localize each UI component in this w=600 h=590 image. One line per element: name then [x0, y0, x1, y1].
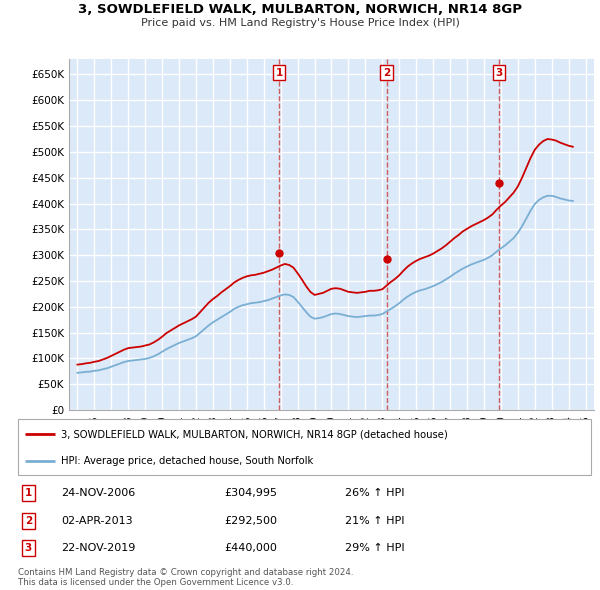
- Text: HPI: Average price, detached house, South Norfolk: HPI: Average price, detached house, Sout…: [61, 456, 313, 466]
- Text: 3: 3: [496, 68, 503, 78]
- Text: 1: 1: [25, 489, 32, 499]
- Text: 3, SOWDLEFIELD WALK, MULBARTON, NORWICH, NR14 8GP (detached house): 3, SOWDLEFIELD WALK, MULBARTON, NORWICH,…: [61, 429, 448, 439]
- Text: £292,500: £292,500: [224, 516, 277, 526]
- Text: 22-NOV-2019: 22-NOV-2019: [61, 543, 136, 553]
- Text: 02-APR-2013: 02-APR-2013: [61, 516, 133, 526]
- Text: £304,995: £304,995: [224, 489, 277, 499]
- Text: 1: 1: [275, 68, 283, 78]
- Text: 21% ↑ HPI: 21% ↑ HPI: [344, 516, 404, 526]
- Text: 29% ↑ HPI: 29% ↑ HPI: [344, 543, 404, 553]
- Text: 24-NOV-2006: 24-NOV-2006: [61, 489, 135, 499]
- Text: 3: 3: [25, 543, 32, 553]
- Text: £440,000: £440,000: [224, 543, 277, 553]
- Text: 26% ↑ HPI: 26% ↑ HPI: [344, 489, 404, 499]
- Text: 2: 2: [25, 516, 32, 526]
- Text: 2: 2: [383, 68, 390, 78]
- Text: Price paid vs. HM Land Registry's House Price Index (HPI): Price paid vs. HM Land Registry's House …: [140, 18, 460, 28]
- Text: Contains HM Land Registry data © Crown copyright and database right 2024.
This d: Contains HM Land Registry data © Crown c…: [18, 568, 353, 587]
- Text: 3, SOWDLEFIELD WALK, MULBARTON, NORWICH, NR14 8GP: 3, SOWDLEFIELD WALK, MULBARTON, NORWICH,…: [78, 3, 522, 16]
- FancyBboxPatch shape: [18, 419, 591, 475]
